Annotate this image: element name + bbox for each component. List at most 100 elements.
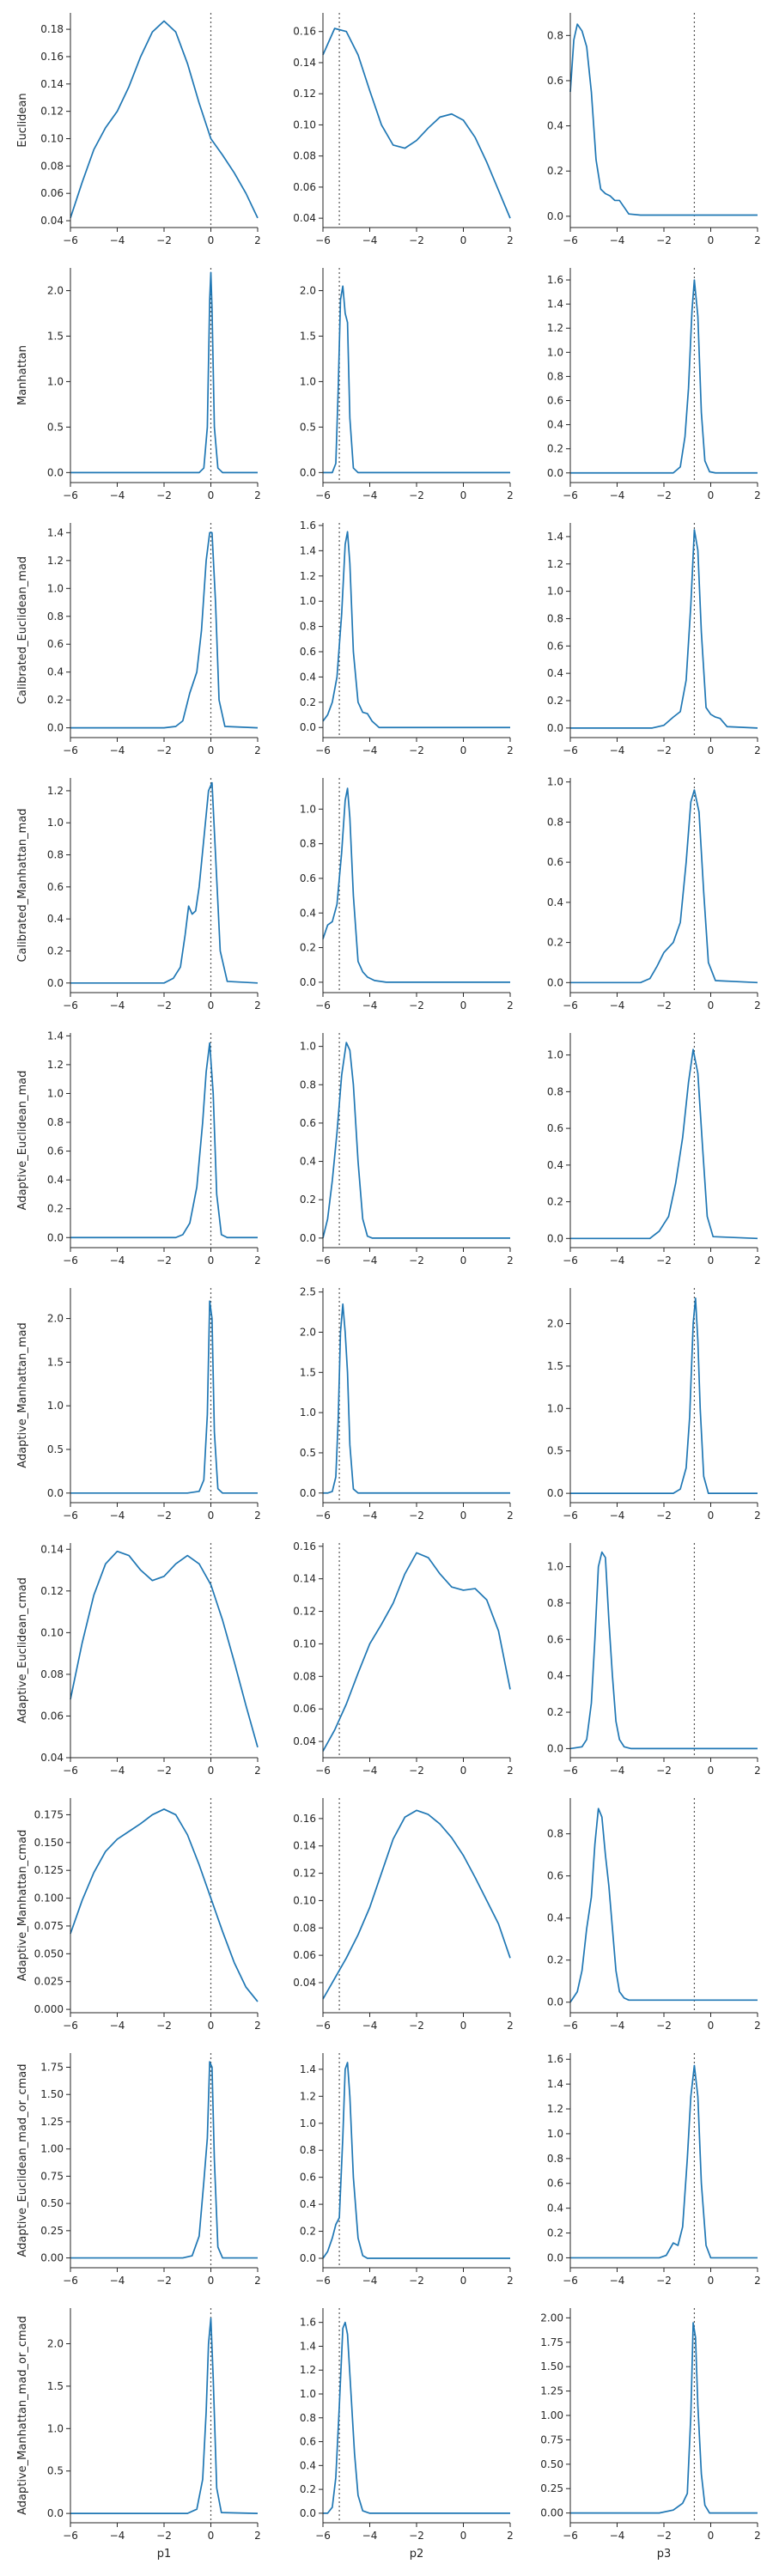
density-line: [569, 23, 758, 216]
y-tick-label: 0.8: [547, 2153, 563, 2165]
y-tick-label: 1.4: [300, 2063, 316, 2075]
y-tick-label: 0.08: [40, 160, 64, 172]
x-tick-label: 2: [507, 999, 514, 1012]
x-tick-label: 0: [460, 489, 467, 501]
x-tick-label: −4: [110, 1765, 125, 1777]
x-tick-label: −4: [110, 2020, 125, 2032]
x-tick-label: 0: [460, 234, 467, 246]
x-tick-label: −6: [63, 489, 78, 501]
y-tick-label: 0.075: [34, 1920, 64, 1932]
y-tick-label: 0.6: [47, 881, 64, 893]
y-tick-label: 1.5: [300, 1366, 316, 1378]
x-tick-label: 2: [254, 489, 261, 501]
density-line: [70, 781, 259, 984]
y-tick-label: 0.8: [547, 612, 563, 624]
x-tick-label: −4: [610, 489, 625, 501]
panel-r8-c0: −6 −4 −2 0 2 0.00 0.25 0.50 0.75 1.00 1.25 1.50 1.75…: [16, 2053, 261, 2287]
y-tick-label: 0.8: [547, 29, 563, 41]
panel-r9-c2: −6 −4 −2 0 2 0.00 0.25 0.50 0.75 1.00 1.25 1.50 1.75…: [540, 2308, 761, 2561]
y-tick-label: 0.75: [40, 2170, 64, 2182]
y-tick-label: 0.25: [40, 2225, 64, 2237]
x-tick-label: −2: [156, 1255, 172, 1267]
x-tick-label: 0: [460, 1765, 467, 1777]
x-tick-label: −2: [656, 999, 672, 1012]
y-tick-label: 0.0: [547, 467, 563, 479]
y-tick-label: 0.0: [300, 2507, 316, 2519]
y-tick-label: 0.0: [47, 1487, 64, 1499]
y-tick-label: 0.8: [547, 1597, 563, 1609]
y-tick-label: 0.2: [547, 1706, 563, 1718]
x-tick-label: −2: [409, 234, 424, 246]
panel-r0-c1: −6 −4 −2 0 2 0.04 0.06 0.08 0.10 0.12 0.14 0.16: [293, 13, 514, 246]
y-tick-label: 0.5: [47, 1443, 64, 1455]
column-label: p3: [657, 2548, 672, 2561]
density-line: [70, 271, 258, 474]
y-tick-label: 1.6: [547, 274, 563, 286]
y-tick-label: 0.0: [300, 721, 316, 733]
density-line: [323, 285, 510, 474]
y-tick-label: 0.50: [540, 2458, 563, 2470]
y-tick-label: 0.8: [300, 2412, 316, 2424]
y-tick-label: 0.6: [547, 2178, 563, 2190]
x-tick-label: −6: [563, 744, 578, 756]
x-tick-label: −6: [563, 2275, 578, 2287]
x-tick-label: 0: [208, 489, 215, 501]
y-tick-label: 1.0: [47, 582, 64, 594]
x-tick-label: −4: [610, 2020, 625, 2032]
x-tick-label: −2: [409, 489, 424, 501]
y-tick-label: 0.10: [293, 1637, 316, 1649]
y-tick-label: 1.5: [47, 330, 64, 342]
y-tick-label: 0.2: [547, 695, 563, 707]
x-tick-label: −6: [563, 1510, 578, 1522]
x-tick-label: 0: [708, 489, 715, 501]
y-tick-label: 0.6: [547, 640, 563, 652]
y-tick-label: 0.4: [547, 667, 563, 679]
x-tick-label: −4: [610, 1765, 625, 1777]
y-tick-label: 0.50: [40, 2197, 64, 2209]
y-tick-label: 1.2: [547, 558, 563, 570]
panel-r5-c1: −6 −4 −2 0 2 0.0 0.5 1.0 1.5 2.0 2.5: [300, 1286, 514, 1522]
y-tick-label: 0.8: [300, 2144, 316, 2156]
x-tick-label: 2: [254, 999, 261, 1012]
x-tick-label: −2: [156, 2020, 172, 2032]
density-line: [323, 1303, 510, 1494]
y-tick-label: 1.75: [540, 2336, 563, 2348]
x-tick-label: −4: [362, 1510, 378, 1522]
x-tick-label: −4: [110, 999, 125, 1012]
x-tick-label: 2: [507, 2020, 514, 2032]
y-tick-label: 0.06: [40, 187, 64, 199]
panel-r3-c1: −6 −4 −2 0 2 0.0 0.2 0.4 0.6 0.8 1.0: [300, 778, 514, 1012]
y-tick-label: 1.0: [300, 375, 316, 387]
panel-r5-c0: −6 −4 −2 0 2 0.0 0.5 1.0 1.5 2.0 Adaptive_Manhatta…: [16, 1288, 261, 1522]
y-tick-label: 0.5: [47, 421, 64, 433]
density-line: [70, 2318, 259, 2514]
x-tick-label: 2: [507, 744, 514, 756]
density-line: [323, 2321, 510, 2514]
x-tick-label: 2: [754, 2275, 761, 2287]
x-tick-label: 0: [460, 2530, 467, 2542]
x-tick-label: 2: [254, 2020, 261, 2032]
y-tick-label: 2.0: [47, 2338, 64, 2350]
x-tick-label: −2: [409, 1510, 424, 1522]
y-tick-label: 1.0: [47, 1400, 64, 1412]
x-tick-label: −6: [315, 2530, 331, 2542]
y-tick-label: 2.0: [547, 1318, 563, 1330]
density-line: [70, 532, 259, 729]
x-tick-label: −4: [610, 234, 625, 246]
x-tick-label: −2: [656, 1510, 672, 1522]
x-tick-label: 0: [460, 744, 467, 756]
panel-r2-c1: −6 −4 −2 0 2 0.0 0.2 0.4 0.6 0.8 1.0 1.2 1.4 1.6: [300, 519, 514, 756]
x-tick-label: 0: [460, 2020, 467, 2032]
y-tick-label: 0.04: [293, 212, 316, 224]
x-tick-label: −4: [362, 1765, 378, 1777]
y-tick-label: 0.06: [40, 1710, 64, 1722]
y-tick-label: 0.0: [547, 722, 563, 734]
y-tick-label: 0.8: [300, 1078, 316, 1091]
y-tick-label: 0.25: [540, 2482, 563, 2494]
x-tick-label: −2: [409, 2020, 424, 2032]
y-tick-label: 1.5: [547, 1360, 563, 1372]
y-tick-label: 1.75: [40, 2061, 64, 2073]
column-label: p2: [410, 2548, 424, 2561]
y-tick-label: 0.08: [293, 1922, 316, 1934]
